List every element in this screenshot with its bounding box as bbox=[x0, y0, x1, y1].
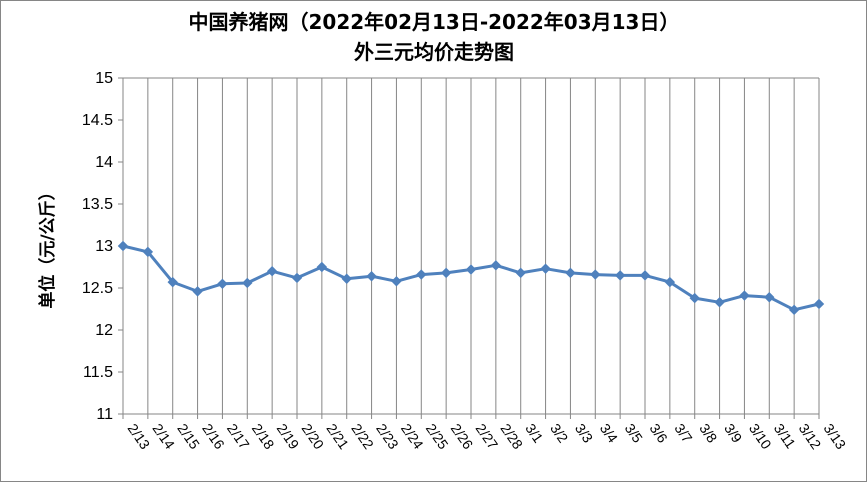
data-point bbox=[714, 297, 725, 308]
data-point bbox=[788, 304, 800, 316]
x-tick-label: 2/15 bbox=[174, 421, 203, 453]
data-point bbox=[764, 292, 775, 303]
x-tick-label: 2/28 bbox=[497, 421, 526, 453]
x-tick-label: 2/16 bbox=[199, 421, 228, 453]
data-point bbox=[117, 240, 129, 252]
y-tick-label: 14.5 bbox=[82, 112, 113, 129]
chart-title: 中国养猪网（2022年02月13日-2022年03月13日） bbox=[189, 10, 680, 34]
data-point bbox=[242, 277, 253, 289]
y-tick-label: 12 bbox=[95, 322, 113, 339]
x-tick-label: 2/24 bbox=[398, 421, 427, 453]
y-tick-label: 12.5 bbox=[82, 280, 113, 297]
data-point bbox=[465, 264, 477, 275]
x-tick-label: 3/2 bbox=[547, 421, 571, 446]
x-tick-label: 2/14 bbox=[149, 421, 178, 453]
chart-subtitle: 外三元均价走势图 bbox=[354, 40, 514, 64]
data-point bbox=[813, 298, 825, 310]
x-tick-label: 2/25 bbox=[423, 421, 452, 453]
data-point bbox=[167, 276, 178, 288]
data-point bbox=[490, 260, 502, 271]
data-point bbox=[266, 265, 278, 277]
data-point bbox=[291, 272, 303, 284]
x-tick-label: 3/9 bbox=[721, 421, 745, 446]
x-tick-label: 2/21 bbox=[323, 421, 352, 453]
y-tick-label: 13 bbox=[95, 238, 113, 255]
data-point bbox=[614, 270, 626, 281]
x-tick-label: 2/27 bbox=[473, 421, 502, 453]
y-tick-label: 13.5 bbox=[82, 196, 113, 213]
x-tick-label: 2/17 bbox=[224, 421, 253, 453]
x-tick-label: 2/13 bbox=[125, 421, 154, 453]
data-point bbox=[590, 269, 601, 280]
data-point bbox=[416, 269, 427, 280]
data-point bbox=[515, 267, 526, 279]
data-point bbox=[316, 261, 328, 273]
data-point bbox=[440, 267, 452, 279]
x-tick-label: 3/6 bbox=[647, 421, 671, 446]
x-tick-label: 2/23 bbox=[373, 421, 402, 453]
y-tick-label: 14 bbox=[95, 154, 113, 171]
data-point bbox=[739, 290, 750, 301]
x-tick-label: 3/3 bbox=[572, 421, 596, 446]
x-tick-label: 2/22 bbox=[348, 421, 377, 453]
data-point bbox=[689, 292, 700, 304]
plot-area: 1111.51212.51313.51414.5152/132/142/152/… bbox=[82, 70, 850, 452]
x-tick-label: 3/10 bbox=[746, 421, 775, 453]
data-point bbox=[217, 278, 228, 290]
x-tick-label: 2/20 bbox=[299, 421, 328, 453]
data-point bbox=[341, 273, 352, 284]
data-point bbox=[540, 263, 551, 274]
y-tick-label: 11.5 bbox=[83, 364, 113, 381]
x-tick-label: 2/19 bbox=[274, 421, 303, 453]
x-tick-label: 2/18 bbox=[249, 421, 278, 453]
x-tick-label: 3/12 bbox=[796, 421, 825, 453]
data-point bbox=[366, 271, 377, 282]
x-tick-label: 2/26 bbox=[448, 421, 477, 453]
x-tick-label: 3/11 bbox=[771, 421, 799, 452]
data-point bbox=[142, 246, 154, 258]
data-point bbox=[192, 286, 203, 297]
data-point bbox=[664, 276, 676, 288]
y-tick-label: 15 bbox=[95, 70, 113, 87]
y-tick-label: 11 bbox=[96, 406, 113, 423]
x-tick-label: 3/13 bbox=[821, 421, 850, 453]
y-axis-label: 单位（元/公斤） bbox=[37, 183, 58, 308]
x-tick-label: 3/7 bbox=[671, 421, 695, 446]
x-tick-label: 3/5 bbox=[622, 421, 646, 446]
data-point bbox=[639, 270, 651, 281]
data-point bbox=[391, 276, 402, 287]
x-tick-label: 3/8 bbox=[696, 421, 720, 446]
x-tick-label: 3/4 bbox=[597, 421, 621, 446]
data-point bbox=[565, 267, 576, 279]
